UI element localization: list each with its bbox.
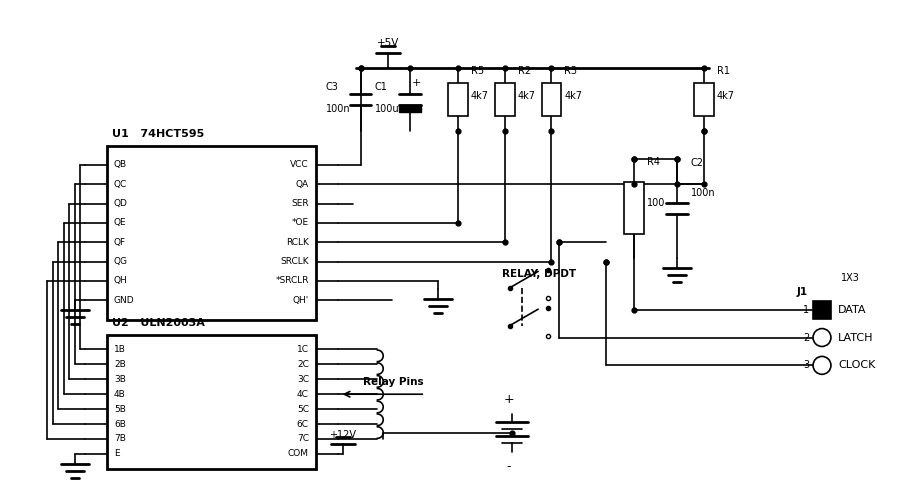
Text: RELAY, DPDT: RELAY, DPDT <box>502 269 576 279</box>
Text: QG: QG <box>114 257 128 266</box>
Text: 7C: 7C <box>297 434 309 444</box>
Text: 100n: 100n <box>691 188 715 199</box>
Text: QE: QE <box>114 218 126 227</box>
Text: QF: QF <box>114 238 126 247</box>
Text: 4k7: 4k7 <box>471 91 489 101</box>
Text: 4k7: 4k7 <box>564 91 583 101</box>
Text: QD: QD <box>114 199 128 208</box>
Text: 3B: 3B <box>114 375 125 384</box>
Text: -: - <box>506 460 511 473</box>
Text: 6C: 6C <box>297 419 309 428</box>
Bar <box>107 335 316 469</box>
Text: 1B: 1B <box>114 345 125 354</box>
Text: R3: R3 <box>564 66 577 76</box>
Text: 3: 3 <box>803 360 810 370</box>
Text: 3C: 3C <box>297 375 309 384</box>
Text: C2: C2 <box>691 158 703 168</box>
Text: U2   ULN2003A: U2 ULN2003A <box>112 318 205 328</box>
Circle shape <box>813 356 831 374</box>
Text: R5: R5 <box>471 66 484 76</box>
Text: 5B: 5B <box>114 405 125 414</box>
Bar <box>107 146 316 320</box>
Bar <box>448 83 468 115</box>
Text: DATA: DATA <box>838 305 867 314</box>
Text: 1: 1 <box>803 305 810 314</box>
Text: Relay Pins: Relay Pins <box>362 377 423 387</box>
Text: QC: QC <box>114 180 127 189</box>
Text: RCLK: RCLK <box>286 238 309 247</box>
Text: QH: QH <box>114 277 127 285</box>
Text: 2: 2 <box>803 333 810 343</box>
Bar <box>693 83 714 115</box>
Text: QB: QB <box>114 160 127 169</box>
Text: SRCLK: SRCLK <box>280 257 309 266</box>
Text: R4: R4 <box>647 157 660 166</box>
Text: E: E <box>114 450 120 458</box>
Text: QA: QA <box>296 180 309 189</box>
Polygon shape <box>399 105 421 112</box>
Text: 4k7: 4k7 <box>716 91 735 101</box>
Text: 100u: 100u <box>374 104 399 114</box>
Text: 7B: 7B <box>114 434 125 444</box>
Text: *SRCLR: *SRCLR <box>276 277 309 285</box>
Bar <box>624 182 644 234</box>
Text: J1: J1 <box>797 287 808 297</box>
Text: LATCH: LATCH <box>838 333 873 343</box>
Text: 2C: 2C <box>297 360 309 369</box>
Text: +12V: +12V <box>329 430 356 440</box>
Text: C3: C3 <box>325 83 338 92</box>
Text: VCC: VCC <box>290 160 309 169</box>
Text: SER: SER <box>291 199 309 208</box>
Circle shape <box>813 329 831 346</box>
Text: 4B: 4B <box>114 390 125 399</box>
Text: 1X3: 1X3 <box>841 273 860 283</box>
Text: COM: COM <box>288 450 309 458</box>
Text: U1   74HCT595: U1 74HCT595 <box>112 129 204 139</box>
Text: GND: GND <box>114 296 135 305</box>
Bar <box>495 83 514 115</box>
Bar <box>813 301 831 319</box>
Text: 5C: 5C <box>297 405 309 414</box>
Text: C1: C1 <box>374 83 387 92</box>
Text: R1: R1 <box>716 66 729 76</box>
Text: 4C: 4C <box>297 390 309 399</box>
Text: 6B: 6B <box>114 419 125 428</box>
Text: *OE: *OE <box>291 218 309 227</box>
Text: +5V: +5V <box>377 38 399 48</box>
Text: +: + <box>412 79 421 88</box>
Text: QH': QH' <box>292 296 309 305</box>
Text: 4k7: 4k7 <box>517 91 536 101</box>
Text: R2: R2 <box>517 66 531 76</box>
Bar <box>541 83 561 115</box>
Text: 1C: 1C <box>297 345 309 354</box>
Text: 100: 100 <box>647 198 666 208</box>
Text: +: + <box>503 393 514 406</box>
Text: 2B: 2B <box>114 360 125 369</box>
Text: CLOCK: CLOCK <box>838 360 875 370</box>
Text: 100n: 100n <box>325 104 350 114</box>
